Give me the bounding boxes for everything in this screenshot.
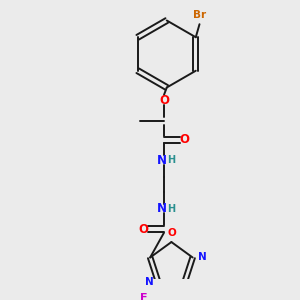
Text: H: H	[167, 155, 175, 165]
Text: O: O	[167, 228, 176, 238]
Text: N: N	[198, 253, 206, 262]
Text: N: N	[157, 154, 167, 166]
Text: N: N	[157, 202, 167, 215]
Text: H: H	[167, 203, 175, 214]
Text: Br: Br	[193, 10, 206, 20]
Text: O: O	[139, 223, 148, 236]
Text: O: O	[179, 133, 189, 146]
Text: F: F	[140, 293, 148, 300]
Text: N: N	[145, 278, 153, 287]
Text: O: O	[159, 94, 169, 107]
